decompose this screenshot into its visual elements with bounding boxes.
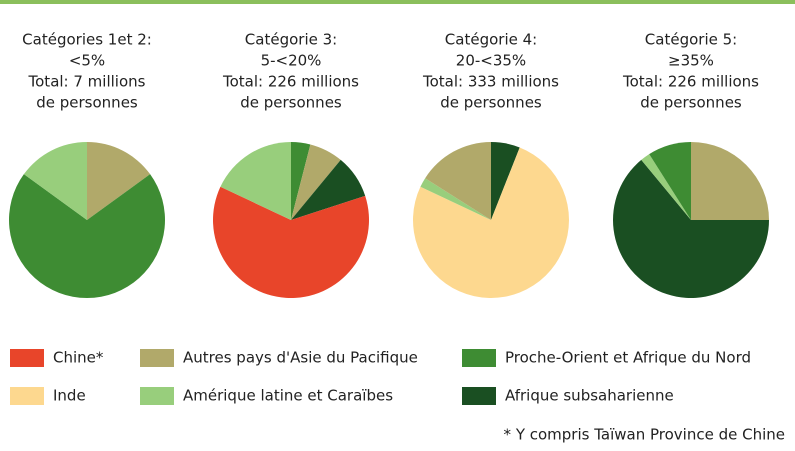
- pie-title: de personnes: [440, 94, 542, 112]
- pie-title: Catégorie 5:: [645, 31, 737, 49]
- pie-title: Total: 226 millions: [622, 73, 759, 91]
- pie-slice: [691, 142, 769, 220]
- legend-swatch: [10, 387, 44, 405]
- pie-slice: [87, 142, 151, 220]
- pie-slice: [413, 147, 569, 298]
- pie-slice: [425, 142, 491, 220]
- pie-slice: [220, 142, 291, 220]
- pie-title: Total: 333 millions: [422, 73, 559, 91]
- pie-title: de personnes: [36, 94, 138, 112]
- pie-title: Catégorie 3:: [245, 31, 337, 49]
- pie-slice: [420, 178, 491, 220]
- pie-title: Total: 226 millions: [222, 73, 359, 91]
- pie-slice: [23, 142, 87, 220]
- legend-swatch: [10, 349, 44, 367]
- pie-title: 20-<35%: [456, 52, 526, 70]
- pie-title: Catégories 1et 2:: [22, 31, 152, 49]
- legend-label: Afrique subsaharienne: [505, 387, 674, 405]
- pie-title: <5%: [69, 52, 105, 70]
- pie-slice: [291, 142, 311, 220]
- pie-title: de personnes: [240, 94, 342, 112]
- pie-title: 5-<20%: [261, 52, 322, 70]
- legend-label: Autres pays d'Asie du Pacifique: [183, 349, 418, 367]
- pie-slice: [291, 159, 366, 220]
- legend-swatch: [462, 349, 496, 367]
- pie-slice: [291, 144, 341, 220]
- legend-swatch: [140, 349, 174, 367]
- pie-title: ≥35%: [668, 52, 714, 70]
- legend-label: Proche-Orient et Afrique du Nord: [505, 349, 751, 367]
- pie-slice: [491, 142, 520, 220]
- legend-swatch: [140, 387, 174, 405]
- pie-slice: [649, 142, 691, 220]
- pie-slice: [613, 159, 769, 298]
- footnote: * Y compris Taïwan Province de Chine: [504, 426, 785, 444]
- pie-slice: [9, 174, 166, 299]
- pie-slice: [212, 186, 369, 299]
- pie-slice: [641, 154, 691, 220]
- pie-title: Total: 7 millions: [28, 73, 146, 91]
- legend-swatch: [462, 387, 496, 405]
- pie-title: Catégorie 4:: [445, 31, 537, 49]
- pie-title: de personnes: [640, 94, 742, 112]
- legend-label: Inde: [53, 387, 86, 405]
- legend-label: Chine*: [53, 349, 104, 367]
- top-bar: [0, 0, 795, 4]
- legend-label: Amérique latine et Caraïbes: [183, 387, 393, 405]
